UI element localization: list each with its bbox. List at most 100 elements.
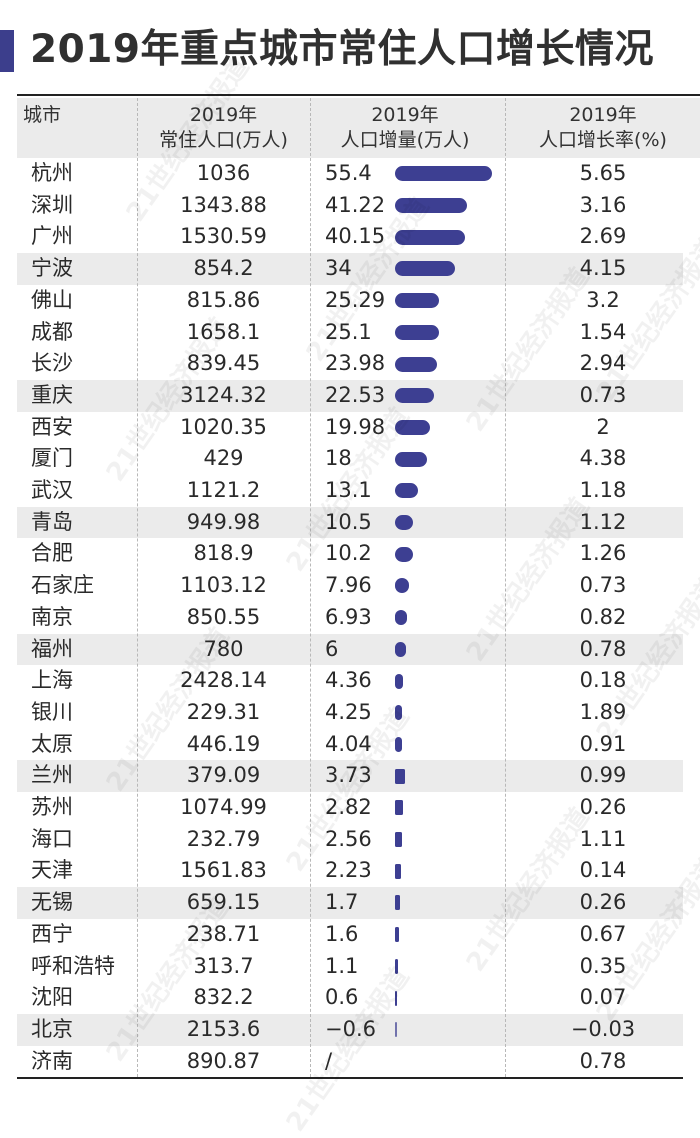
city-cell: 海口 [31,826,73,851]
city-cell: 银川 [31,699,73,724]
city-cell: 佛山 [31,287,73,312]
table-row: 苏州 1074.99 2.82 0.26 [17,792,683,824]
table-row: 西宁 238.71 1.6 0.67 [17,919,683,951]
increase-bar [395,229,466,245]
table-row: 广州 1530.59 40.15 2.69 [17,221,683,253]
city-cell: 宁波 [31,256,73,281]
growth-rate-cell: 1.11 [579,826,627,851]
increase-bar [395,419,430,435]
growth-rate-cell: 1.18 [579,478,627,502]
city-cell: 沈阳 [31,985,73,1010]
growth-rate-cell: 3.2 [586,287,620,312]
population-cell: 1103.12 [180,573,267,598]
population-cell: 1020.35 [180,414,267,439]
increase-bar [395,293,440,309]
city-cell: 上海 [31,668,73,693]
increase-cell: 2.56 [325,826,372,851]
table-row: 宁波 854.2 34 4.15 [17,253,683,285]
population-cell: 1074.99 [180,795,267,819]
population-cell: 232.79 [186,826,261,851]
table-row: 福州 780 6 0.78 [17,633,683,666]
increase-bar [395,1022,397,1038]
population-cell: 238.71 [186,921,261,946]
increase-bar [395,388,435,404]
city-cell: 武汉 [31,478,73,502]
growth-rate-cell: 0.26 [579,795,627,819]
table-row: 沈阳 832.2 0.6 0.07 [17,982,683,1014]
table-row: 合肥 818.9 10.2 1.26 [17,538,683,570]
city-cell: 西安 [31,414,73,439]
header-increase-line2: 人口增量(万人) [340,129,470,151]
increase-bar [395,261,455,277]
growth-rate-cell: 0.99 [579,763,627,788]
city-cell: 深圳 [31,192,73,217]
table-row: 济南 890.87 / 0.78 [17,1046,683,1078]
increase-cell: 13.1 [325,478,372,502]
increase-cell: 7.96 [325,573,372,598]
table-row: 长沙 839.45 23.98 2.94 [17,348,683,380]
increase-cell: 23.98 [325,351,386,376]
growth-rate-cell: 4.38 [579,446,627,471]
population-cell: 446.19 [186,731,261,756]
table-row: 厦门 429 18 4.38 [17,443,683,475]
growth-rate-cell: 1.26 [579,541,627,566]
column-divider-3 [505,98,506,1077]
growth-rate-cell: −0.03 [570,1016,636,1041]
increase-cell: 55.4 [325,161,372,185]
page-title: 2019年重点城市常住人口增长情况 [30,27,655,72]
increase-bar [395,610,408,626]
population-cell: 379.09 [186,763,261,788]
increase-bar [395,990,397,1006]
increase-bar [395,832,403,848]
table-row: 西安 1020.35 19.98 2 [17,412,683,444]
header-population: 2019年 常住人口(万人) [137,98,310,158]
population-cell: 780 [203,636,244,661]
increase-bar [395,800,403,816]
population-cell: 850.55 [186,604,261,629]
city-cell: 南京 [31,604,73,629]
table-row: 武汉 1121.2 13.1 1.18 [17,475,683,507]
increase-cell: 10.5 [325,509,372,534]
increase-cell: 10.2 [325,541,372,566]
population-cell: 2153.6 [186,1016,261,1041]
population-cell: 832.2 [193,985,254,1010]
city-cell: 福州 [31,636,73,661]
population-cell: 1561.83 [180,858,267,883]
increase-cell: 1.1 [325,953,359,978]
population-cell: 854.2 [193,256,254,281]
population-cell: 229.31 [186,699,261,724]
city-cell: 成都 [31,319,73,344]
growth-rate-cell: 2.94 [579,351,627,376]
table-header: 城市 2019年 常住人口(万人) 2019年 人口增量(万人) 2019年 人… [17,98,700,158]
growth-rate-cell: 0.67 [579,921,627,946]
city-cell: 重庆 [31,382,73,407]
city-cell: 石家庄 [31,573,94,598]
population-cell: 313.7 [193,953,254,978]
table-bottom-rule [17,1077,683,1079]
population-cell: 659.15 [186,890,261,915]
table-row: 石家庄 1103.12 7.96 0.73 [17,570,683,602]
growth-rate-cell: 1.12 [579,509,627,534]
header-increase-line1: 2019年 [371,104,439,126]
table-row: 无锡 659.15 1.7 0.26 [17,887,683,919]
population-cell: 429 [203,446,244,471]
increase-cell: 18 [325,446,352,471]
increase-cell: 4.04 [325,731,372,756]
increase-bar [395,515,414,531]
increase-bar [395,483,418,499]
city-cell: 厦门 [31,446,73,471]
population-cell: 815.86 [186,287,261,312]
table-row: 南京 850.55 6.93 0.82 [17,602,683,634]
increase-bar [395,927,400,943]
increase-cell: 4.25 [325,699,372,724]
table-top-rule [17,94,700,96]
growth-rate-cell: 1.89 [579,699,627,724]
table-row: 银川 229.31 4.25 1.89 [17,697,683,729]
population-cell: 818.9 [193,541,254,566]
header-population-line2: 常住人口(万人) [159,129,288,151]
increase-bar [395,768,406,784]
table-row: 杭州 1036 55.4 5.65 [17,158,683,190]
table-row: 深圳 1343.88 41.22 3.16 [17,190,683,222]
population-cell: 1343.88 [180,192,267,217]
increase-bar [395,324,439,340]
